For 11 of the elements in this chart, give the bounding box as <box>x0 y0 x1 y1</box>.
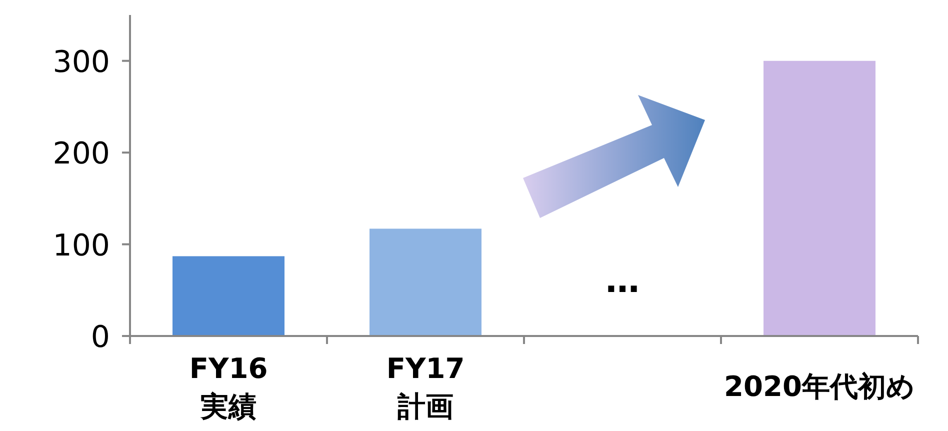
bar <box>764 60 876 336</box>
bar <box>172 256 284 336</box>
annotation: … <box>606 261 640 301</box>
x-tick-label: 2020年代初め <box>724 370 915 403</box>
y-tick-label: 300 <box>52 44 110 80</box>
y-tick-label: 100 <box>52 228 110 264</box>
y-tick-label: 200 <box>52 136 110 172</box>
bar <box>370 228 482 336</box>
x-tick-label: FY17 計画 <box>386 352 465 423</box>
y-tick-label: 0 <box>90 320 110 355</box>
x-tick-label: FY16 実績 <box>189 352 268 423</box>
